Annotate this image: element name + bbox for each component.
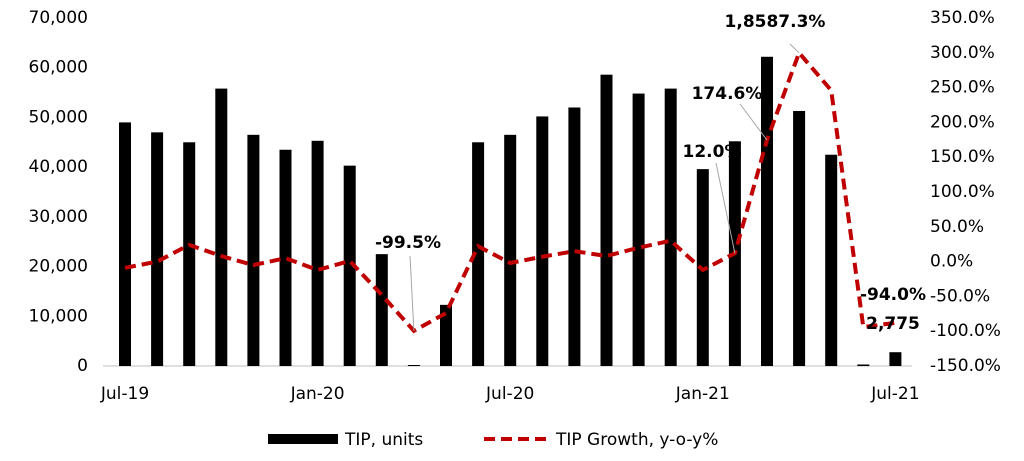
y-tick-label: 10,000 [29,306,88,326]
leader-line [715,162,736,254]
y-tick-label: 30,000 [29,207,88,227]
bar [343,165,356,366]
y-tick-label: 0 [77,356,88,376]
y2-tick-label: -100.0% [930,321,1001,341]
bar [279,149,292,366]
bar [183,142,196,366]
bar [119,122,131,367]
bar [536,116,549,366]
annotation: -99.5% [375,233,441,253]
y-tick-label: 20,000 [29,257,88,277]
legend-swatch [268,434,338,444]
bar [440,304,452,366]
y2-tick-label: 50.0% [930,217,984,237]
leader-line [739,103,768,141]
leader-line [789,43,800,54]
x-tick-label: Jan-20 [290,384,345,404]
annotation: 1,8587.3% [725,12,826,32]
bar [407,365,420,366]
leader-line [409,255,415,331]
y-tick-label: 40,000 [29,157,88,177]
y2-tick-label: -50.0% [930,286,990,306]
y2-tick-label: -150.0% [930,356,1001,376]
y-tick-label: 50,000 [29,107,88,127]
bar [825,154,838,366]
y2-tick-label: 300.0% [930,43,995,63]
bar [632,93,645,367]
x-tick-label: Jul-19 [100,384,149,404]
y2-tick-label: 350.0% [930,8,995,28]
bar [568,107,581,366]
legend-label: TIP Growth, y-o-y% [555,430,718,450]
y2-tick-label: 100.0% [930,182,995,202]
bar [761,56,773,367]
annotation: 12.0% [683,142,742,162]
annotation: 174.6% [692,84,763,104]
bar [375,254,388,366]
y-tick-label: 60,000 [29,58,88,78]
bar [472,142,485,366]
bar [311,140,324,366]
bar [664,88,677,366]
bar [600,74,613,366]
legend-label: TIP, units [344,430,423,450]
bar [215,88,228,366]
bar [151,132,164,366]
x-tick-label: Jul-20 [485,384,534,404]
y2-tick-label: 0.0% [930,252,973,272]
x-tick-label: Jan-21 [675,384,730,404]
x-tick-label: Jul-21 [870,384,919,404]
annotation: -94.0% [860,285,926,305]
annotation: 2,775 [866,314,920,334]
bar [504,134,517,366]
y-tick-label: 70,000 [29,8,88,28]
y2-tick-label: 150.0% [930,147,995,167]
bar [247,134,260,366]
y2-tick-label: 250.0% [930,78,995,98]
bar [793,110,806,366]
bar [857,364,870,366]
bar [889,352,902,366]
y2-tick-label: 200.0% [930,112,995,132]
